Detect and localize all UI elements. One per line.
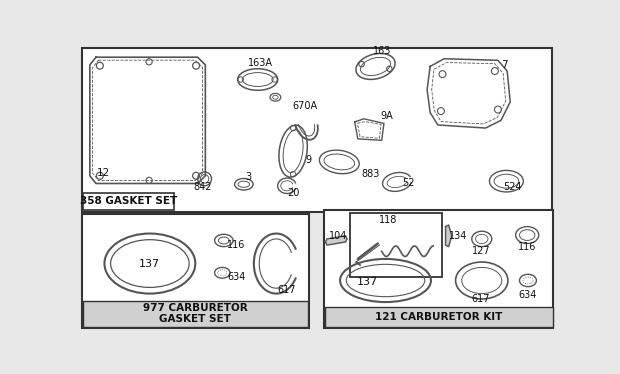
Bar [83,301,308,327]
Text: 977 CARBURETOR
GASKET SET: 977 CARBURETOR GASKET SET [143,303,248,324]
Bar [324,210,554,328]
Bar [82,214,309,328]
Text: 118: 118 [379,215,398,226]
Text: 12: 12 [97,168,110,178]
Text: 634: 634 [519,290,537,300]
Text: 20: 20 [287,188,299,199]
Text: 9: 9 [306,155,312,165]
Text: 116: 116 [227,240,246,250]
Text: 670A: 670A [293,101,318,111]
Polygon shape [326,236,347,245]
Text: 3: 3 [246,172,252,182]
Text: 617: 617 [278,285,296,295]
Bar [83,193,174,210]
Bar [82,48,552,212]
Text: 134: 134 [449,231,467,241]
Text: 127: 127 [472,246,490,256]
Text: 116: 116 [518,242,536,252]
Text: 7: 7 [501,60,507,70]
Bar [350,213,443,278]
Text: 121 CARBURETOR KIT: 121 CARBURETOR KIT [375,312,502,322]
Text: 104: 104 [329,231,348,241]
Text: 842: 842 [193,181,211,191]
Polygon shape [446,225,452,246]
Text: 137: 137 [140,258,161,269]
Text: 9A: 9A [381,111,394,121]
Text: 634: 634 [227,272,246,282]
Text: 524: 524 [503,181,522,191]
Text: 163: 163 [373,46,391,56]
Text: 617: 617 [472,294,490,304]
Text: 137: 137 [356,277,378,287]
Bar [325,307,552,327]
Text: 883: 883 [361,169,379,179]
Text: 52: 52 [402,178,415,188]
Text: 358 GASKET SET: 358 GASKET SET [80,196,177,206]
Text: 163A: 163A [247,58,273,68]
